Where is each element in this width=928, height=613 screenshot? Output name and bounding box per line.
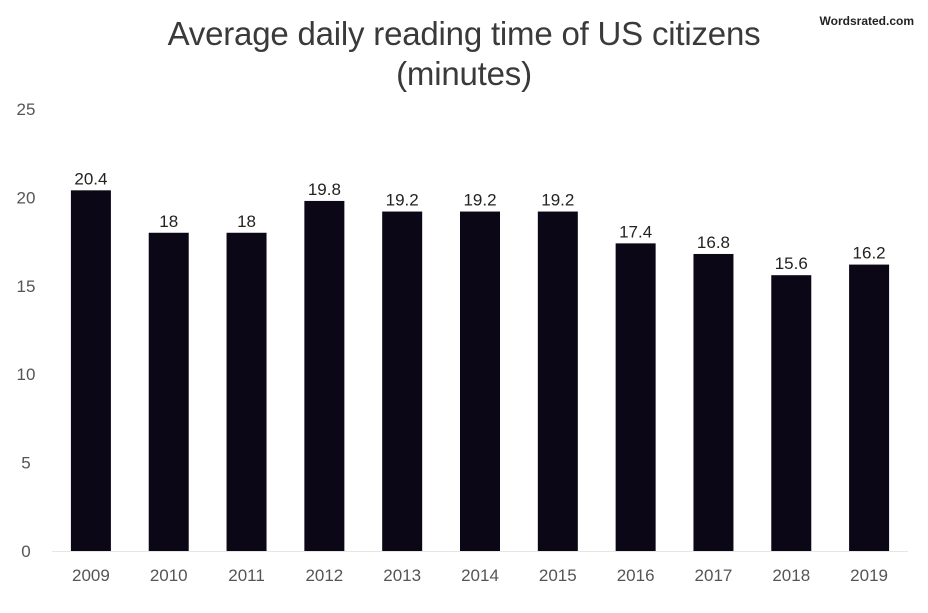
bar-2012 [304,200,345,551]
chart-subtitle: (minutes) [396,55,532,92]
bar-2015 [537,211,578,551]
bar-2009 [70,190,111,551]
y-axis-ticks: 0 5 10 15 20 25 [17,100,36,561]
data-label-2010: 18 [159,212,178,231]
y-tick-label: 0 [21,542,30,561]
x-tick-label-2015: 2015 [539,566,577,585]
x-tick-label-2019: 2019 [850,566,888,585]
data-labels: 20.4 18 18 19.8 19.2 19.2 19.2 17.4 16.8 15.6 16.2 [74,169,885,273]
x-tick-label-2013: 2013 [383,566,421,585]
x-tick-label-2017: 2017 [695,566,733,585]
bar-2011 [226,232,267,551]
y-tick-label: 5 [21,454,30,473]
x-tick-label-2014: 2014 [461,566,499,585]
bar-2014 [460,211,500,551]
x-tick-label-2018: 2018 [772,566,810,585]
data-label-2009: 20.4 [74,169,107,188]
x-tick-label-2016: 2016 [617,566,655,585]
y-tick-label: 25 [17,100,36,119]
data-label-2011: 18 [237,212,256,231]
x-tick-label-2009: 2009 [72,566,110,585]
data-label-2018: 15.6 [775,254,808,273]
y-tick-label: 20 [17,188,36,207]
x-axis-ticks: 2009 2010 2011 2012 2013 2014 2015 2016 2017 2018… [72,566,888,585]
y-tick-label: 15 [17,277,36,296]
x-tick-label-2011: 2011 [228,566,265,585]
data-label-2014: 19.2 [463,191,496,210]
bar-2013 [382,211,423,551]
bar-2010 [148,232,189,551]
y-tick-label: 10 [17,365,36,384]
chart-title: Average daily reading time of US citizen… [167,15,761,52]
data-label-2015: 19.2 [541,191,574,210]
watermark-logo: Wordsrated.com [819,14,914,28]
bars [70,190,890,552]
bar-2017 [693,253,734,551]
bar-2016 [615,243,656,552]
bar-2018 [771,275,812,551]
bar-2019 [849,264,890,551]
x-tick-label-2012: 2012 [305,566,343,585]
data-label-2017: 16.8 [697,233,730,252]
data-label-2016: 17.4 [619,222,652,241]
data-label-2013: 19.2 [386,191,419,210]
x-tick-label-2010: 2010 [150,566,188,585]
data-label-2012: 19.8 [308,180,341,199]
data-label-2019: 16.2 [853,244,886,263]
